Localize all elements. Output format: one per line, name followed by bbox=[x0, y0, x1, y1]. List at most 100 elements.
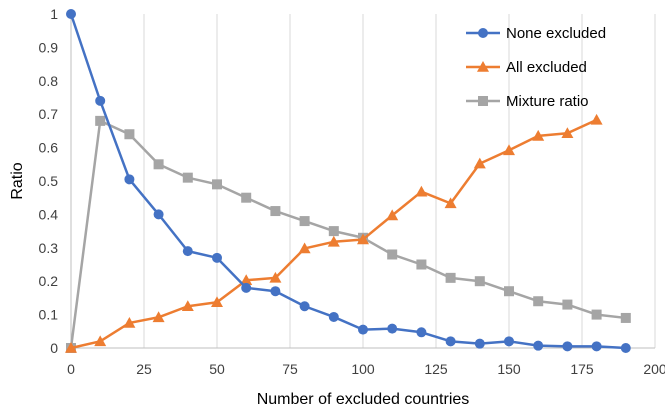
legend-marker bbox=[478, 96, 488, 106]
data-point-all-excluded bbox=[65, 342, 77, 353]
data-point-all-excluded bbox=[561, 127, 574, 139]
data-point-mixture-ratio bbox=[182, 172, 193, 183]
data-point-none-excluded bbox=[182, 246, 193, 257]
data-point-all-excluded bbox=[298, 242, 311, 254]
data-point-mixture-ratio bbox=[95, 115, 106, 126]
series-line-mixture-ratio bbox=[69, 119, 626, 349]
series-none-excluded bbox=[66, 9, 631, 353]
data-point-all-excluded bbox=[211, 296, 223, 308]
series-group bbox=[65, 9, 631, 353]
data-point-mixture-ratio bbox=[241, 192, 252, 203]
data-point-mixture-ratio bbox=[591, 309, 602, 320]
x-tick-label: 0 bbox=[67, 361, 75, 377]
data-point-none-excluded bbox=[387, 323, 398, 334]
data-point-none-excluded bbox=[591, 341, 602, 352]
data-point-all-excluded bbox=[240, 274, 253, 285]
data-point-none-excluded bbox=[66, 9, 76, 19]
legend-marker bbox=[478, 28, 488, 38]
legend-marker bbox=[477, 61, 489, 72]
legend-label: Mixture ratio bbox=[506, 93, 589, 110]
x-tick-label: 200 bbox=[643, 361, 665, 377]
legend-item-mixture-ratio: Mixture ratio bbox=[466, 93, 589, 110]
data-point-mixture-ratio bbox=[387, 249, 398, 260]
data-point-mixture-ratio bbox=[124, 129, 135, 140]
data-point-none-excluded bbox=[328, 311, 339, 322]
y-tick-label: 0.2 bbox=[39, 273, 59, 289]
data-point-mixture-ratio bbox=[620, 312, 631, 323]
data-point-mixture-ratio bbox=[212, 179, 222, 190]
axes bbox=[70, 14, 655, 349]
data-point-all-excluded bbox=[590, 113, 603, 125]
data-point-all-excluded bbox=[386, 209, 399, 221]
data-point-mixture-ratio bbox=[504, 286, 514, 297]
series-all-excluded bbox=[65, 113, 603, 353]
x-tick-label: 175 bbox=[570, 361, 594, 377]
data-point-none-excluded bbox=[299, 301, 310, 312]
data-point-all-excluded bbox=[444, 197, 457, 209]
y-tick-label: 0.3 bbox=[39, 240, 59, 256]
legend-label: All excluded bbox=[506, 59, 587, 76]
x-tick-label: 75 bbox=[282, 361, 298, 377]
data-point-mixture-ratio bbox=[328, 226, 339, 237]
y-axis-title: Ratio bbox=[9, 162, 26, 199]
x-axis-title: Number of excluded countries bbox=[257, 391, 470, 408]
data-point-none-excluded bbox=[445, 336, 456, 347]
data-point-none-excluded bbox=[124, 174, 135, 185]
legend-item-none-excluded: None excluded bbox=[466, 25, 606, 42]
legend-item-all-excluded: All excluded bbox=[466, 59, 587, 76]
legend: None excluded All excluded Mixture ratio bbox=[466, 25, 606, 110]
y-tick-labels: 0 0.1 0.2 0.3 0.4 0.5 0.6 0.7 0.8 0.9 1 bbox=[39, 6, 59, 356]
series-mixture-ratio bbox=[66, 115, 631, 353]
data-point-none-excluded bbox=[620, 343, 631, 353]
data-point-none-excluded bbox=[212, 252, 222, 263]
y-tick-label: 0.5 bbox=[39, 173, 59, 189]
data-point-mixture-ratio bbox=[153, 159, 164, 170]
data-point-none-excluded bbox=[153, 209, 164, 220]
data-point-none-excluded bbox=[270, 286, 281, 297]
data-point-none-excluded bbox=[474, 338, 485, 349]
data-point-all-excluded bbox=[123, 316, 136, 328]
data-point-all-excluded bbox=[181, 300, 194, 312]
x-tick-label: 50 bbox=[209, 361, 225, 377]
data-point-none-excluded bbox=[95, 95, 106, 106]
data-point-all-excluded bbox=[94, 335, 107, 347]
x-tick-label: 125 bbox=[424, 361, 448, 377]
data-point-mixture-ratio bbox=[533, 296, 544, 307]
x-tick-label: 150 bbox=[497, 361, 521, 377]
data-point-none-excluded bbox=[358, 324, 368, 335]
y-tick-label: 0.8 bbox=[39, 73, 59, 89]
data-point-all-excluded bbox=[415, 185, 428, 197]
legend-label: None excluded bbox=[506, 25, 606, 42]
data-point-none-excluded bbox=[504, 336, 514, 347]
data-point-mixture-ratio bbox=[562, 299, 573, 310]
data-point-all-excluded bbox=[327, 235, 340, 247]
data-point-mixture-ratio bbox=[299, 216, 310, 227]
data-point-mixture-ratio bbox=[416, 259, 427, 270]
data-point-mixture-ratio bbox=[270, 206, 281, 217]
data-point-all-excluded bbox=[357, 233, 369, 245]
data-point-mixture-ratio bbox=[445, 272, 456, 283]
y-tick-label: 0.4 bbox=[39, 206, 59, 222]
data-point-mixture-ratio bbox=[474, 276, 485, 287]
data-point-none-excluded bbox=[416, 327, 427, 338]
gridlines bbox=[143, 14, 656, 348]
y-tick-label: 0.7 bbox=[39, 106, 59, 122]
data-point-none-excluded bbox=[241, 282, 252, 293]
y-tick-label: 0 bbox=[50, 340, 58, 356]
data-point-none-excluded bbox=[533, 340, 544, 351]
y-tick-label: 0.1 bbox=[39, 307, 59, 323]
data-point-all-excluded bbox=[269, 271, 282, 283]
x-tick-label: 25 bbox=[136, 361, 152, 377]
data-point-all-excluded bbox=[473, 157, 486, 169]
data-point-none-excluded bbox=[562, 341, 573, 352]
data-point-all-excluded bbox=[503, 144, 515, 156]
x-tick-labels: 0 25 50 75 100 125 150 175 200 bbox=[67, 361, 665, 377]
data-point-all-excluded bbox=[152, 311, 165, 323]
y-tick-label: 1 bbox=[50, 6, 58, 22]
x-tick-label: 100 bbox=[351, 361, 375, 377]
y-tick-label: 0.6 bbox=[39, 140, 59, 156]
y-tick-label: 0.9 bbox=[39, 39, 59, 55]
data-point-all-excluded bbox=[532, 129, 545, 141]
